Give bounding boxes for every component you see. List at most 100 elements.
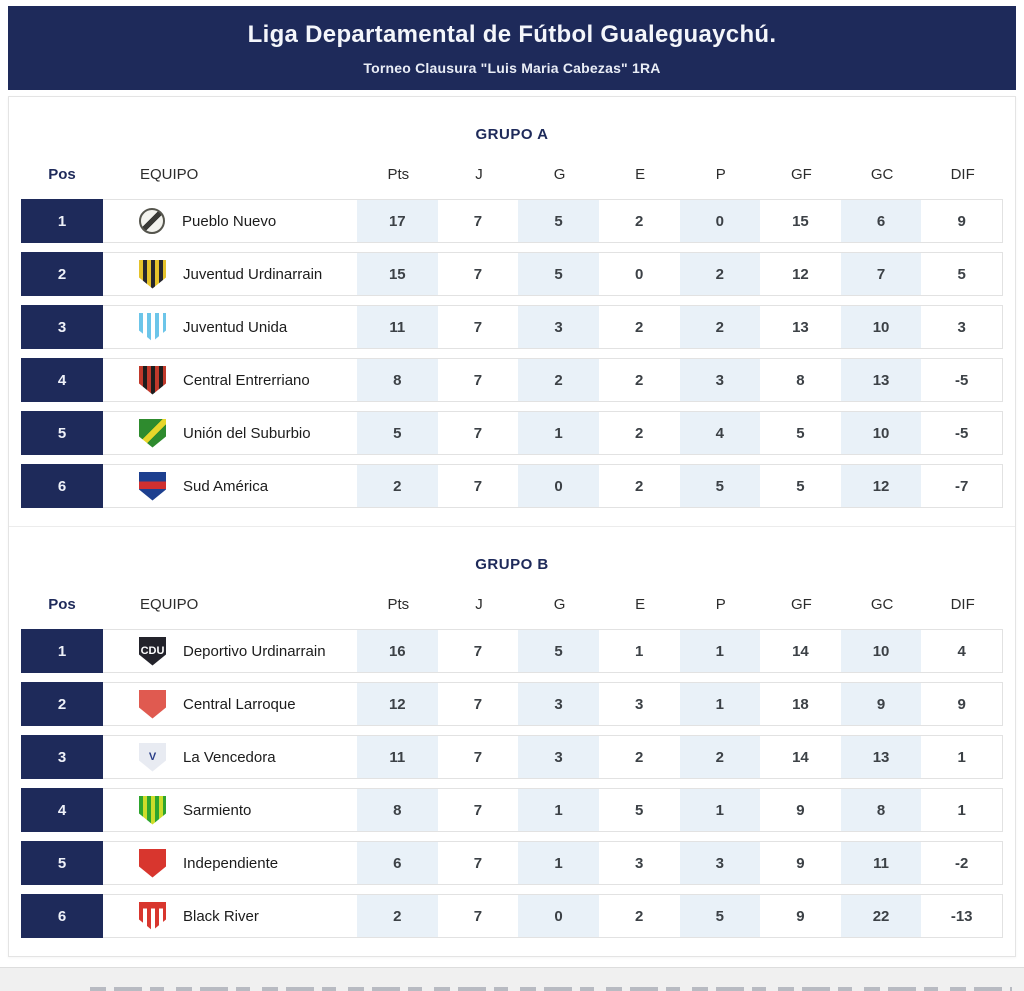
stat-value: 5 — [679, 465, 761, 507]
stat-values: 2 7 0 2 5 9 22 -13 — [357, 895, 1002, 937]
sud-america-logo — [139, 471, 166, 501]
team-cell: Juventud Unida — [103, 306, 357, 348]
stat-column-headers: Pts J G E P GF GC DIF — [358, 166, 1003, 183]
team-name: Central Larroque — [183, 695, 296, 713]
juventud-urdinarrain-logo — [139, 259, 166, 289]
stat-value: 15 — [792, 212, 809, 230]
stat-value: 18 — [792, 695, 809, 713]
stat-value: 6 — [840, 200, 922, 242]
stat-value: 9 — [796, 801, 805, 819]
stat-value: 9 — [796, 854, 805, 872]
position-cell: 1 — [21, 199, 103, 243]
team-name: Black River — [183, 907, 259, 925]
stat-value: 8 — [840, 789, 922, 831]
stat-value: 7 — [473, 477, 483, 495]
stat-value: 4 — [957, 642, 966, 660]
position-cell: 4 — [21, 788, 103, 832]
stat-value: 9 — [957, 695, 966, 713]
stat-column-header: GC — [870, 595, 894, 613]
group-title: GRUPO A — [475, 126, 549, 143]
stat-column-header: J — [475, 595, 483, 613]
stat-column-header: Pts — [387, 595, 410, 613]
column-header-row: Pos EQUIPO Pts J G E P GF GC DIF — [21, 587, 1003, 621]
stat-value: 3 — [957, 318, 966, 336]
stat-value: 3 — [518, 683, 599, 725]
stat-value: 2 — [679, 253, 761, 295]
stat-value: 1 — [518, 412, 599, 454]
team-name: Juventud Unida — [183, 318, 288, 336]
rows: 1 CDU Deportivo Urdinarrain 16 7 5 1 1 14 10 4 … — [21, 629, 1003, 938]
stat-values: 11 7 3 2 2 14 13 1 — [357, 736, 1002, 778]
stat-value: 7 — [473, 212, 483, 230]
team-name: Sud América — [183, 477, 269, 495]
table-row: 3 Juventud Unida 11 7 3 2 2 13 10 3 — [21, 305, 1003, 349]
position-cell: 5 — [21, 411, 103, 455]
stat-value: 10 — [840, 306, 922, 348]
stat-column-header: DIF — [950, 165, 975, 183]
stat-column-header: G — [553, 165, 566, 183]
pos-column-header: Pos — [48, 165, 76, 183]
stat-value: 5 — [518, 253, 599, 295]
stat-value: 7 — [473, 318, 483, 336]
table-row: 1 Pueblo Nuevo 17 7 5 2 0 15 6 9 — [21, 199, 1003, 243]
stat-value: 2 — [518, 359, 599, 401]
table-row: 3 V La Vencedora 11 7 3 2 2 14 13 1 — [21, 735, 1003, 779]
stat-value: -7 — [955, 477, 969, 495]
team-cell: Central Larroque — [103, 683, 357, 725]
stat-value: 3 — [679, 842, 761, 884]
pos-column-header: Pos — [48, 595, 76, 613]
table-row: 4 Central Entrerriano 8 7 2 2 3 8 13 -5 — [21, 358, 1003, 402]
page-header: Liga Departamental de Fútbol Gualeguaych… — [8, 6, 1016, 90]
stat-values: 16 7 5 1 1 14 10 4 — [357, 630, 1002, 672]
stat-value: 1 — [679, 630, 761, 672]
stat-value: 7 — [840, 253, 922, 295]
stat-value: 6 — [357, 842, 438, 884]
stat-value: 5 — [679, 895, 761, 937]
stat-value: 3 — [679, 359, 761, 401]
stat-value: 2 — [679, 736, 761, 778]
stat-value: 3 — [518, 736, 599, 778]
stat-value: 2 — [357, 465, 438, 507]
stat-value: 5 — [957, 265, 966, 283]
stat-value: 5 — [796, 424, 805, 442]
column-header-row: Pos EQUIPO Pts J G E P GF GC DIF — [21, 157, 1003, 191]
stat-values: 6 7 1 3 3 9 11 -2 — [357, 842, 1002, 884]
team-name: La Vencedora — [183, 748, 276, 766]
stat-value: 2 — [635, 748, 644, 766]
table-row: 4 Sarmiento 8 7 1 5 1 9 8 1 — [21, 788, 1003, 832]
team-cell: Central Entrerriano — [103, 359, 357, 401]
team-name: Juventud Urdinarrain — [183, 265, 323, 283]
table-row: 5 Unión del Suburbio 5 7 1 2 4 5 10 -5 — [21, 411, 1003, 455]
group-section: GRUPO B Pos EQUIPO Pts J G E P GF GC DIF 1 CDU … — [9, 526, 1015, 956]
stat-value: 2 — [635, 371, 644, 389]
team-cell: Independiente — [103, 842, 357, 884]
stat-value: 13 — [792, 318, 809, 336]
stat-value: 0 — [518, 465, 599, 507]
stat-value: 5 — [357, 412, 438, 454]
stat-value: 9 — [840, 683, 922, 725]
stat-value: 7 — [473, 748, 483, 766]
position-cell: 3 — [21, 735, 103, 779]
stat-value: 17 — [357, 200, 438, 242]
stat-value: 8 — [796, 371, 805, 389]
stat-value: 2 — [635, 424, 644, 442]
table-row: 6 Sud América 2 7 0 2 5 5 12 -7 — [21, 464, 1003, 508]
stat-value: 2 — [679, 306, 761, 348]
stat-value: -13 — [950, 907, 973, 925]
stat-value: 13 — [840, 736, 922, 778]
stat-value: 7 — [473, 265, 483, 283]
stat-value: 10 — [840, 412, 922, 454]
team-cell: V La Vencedora — [103, 736, 357, 778]
stat-value: 2 — [635, 318, 644, 336]
table-row: 5 Independiente 6 7 1 3 3 9 11 -2 — [21, 841, 1003, 885]
table-row: 2 Central Larroque 12 7 3 3 1 18 9 9 — [21, 682, 1003, 726]
union-del-suburbio-logo — [139, 418, 166, 448]
stat-value: 4 — [679, 412, 761, 454]
sarmiento-logo — [139, 795, 166, 825]
stat-value: 3 — [635, 695, 644, 713]
stat-value: 1 — [518, 789, 599, 831]
stat-values: 2 7 0 2 5 5 12 -7 — [357, 465, 1002, 507]
stat-value: 5 — [518, 630, 599, 672]
team-name: Pueblo Nuevo — [182, 212, 277, 230]
page-title: Liga Departamental de Fútbol Gualeguaych… — [247, 20, 777, 48]
